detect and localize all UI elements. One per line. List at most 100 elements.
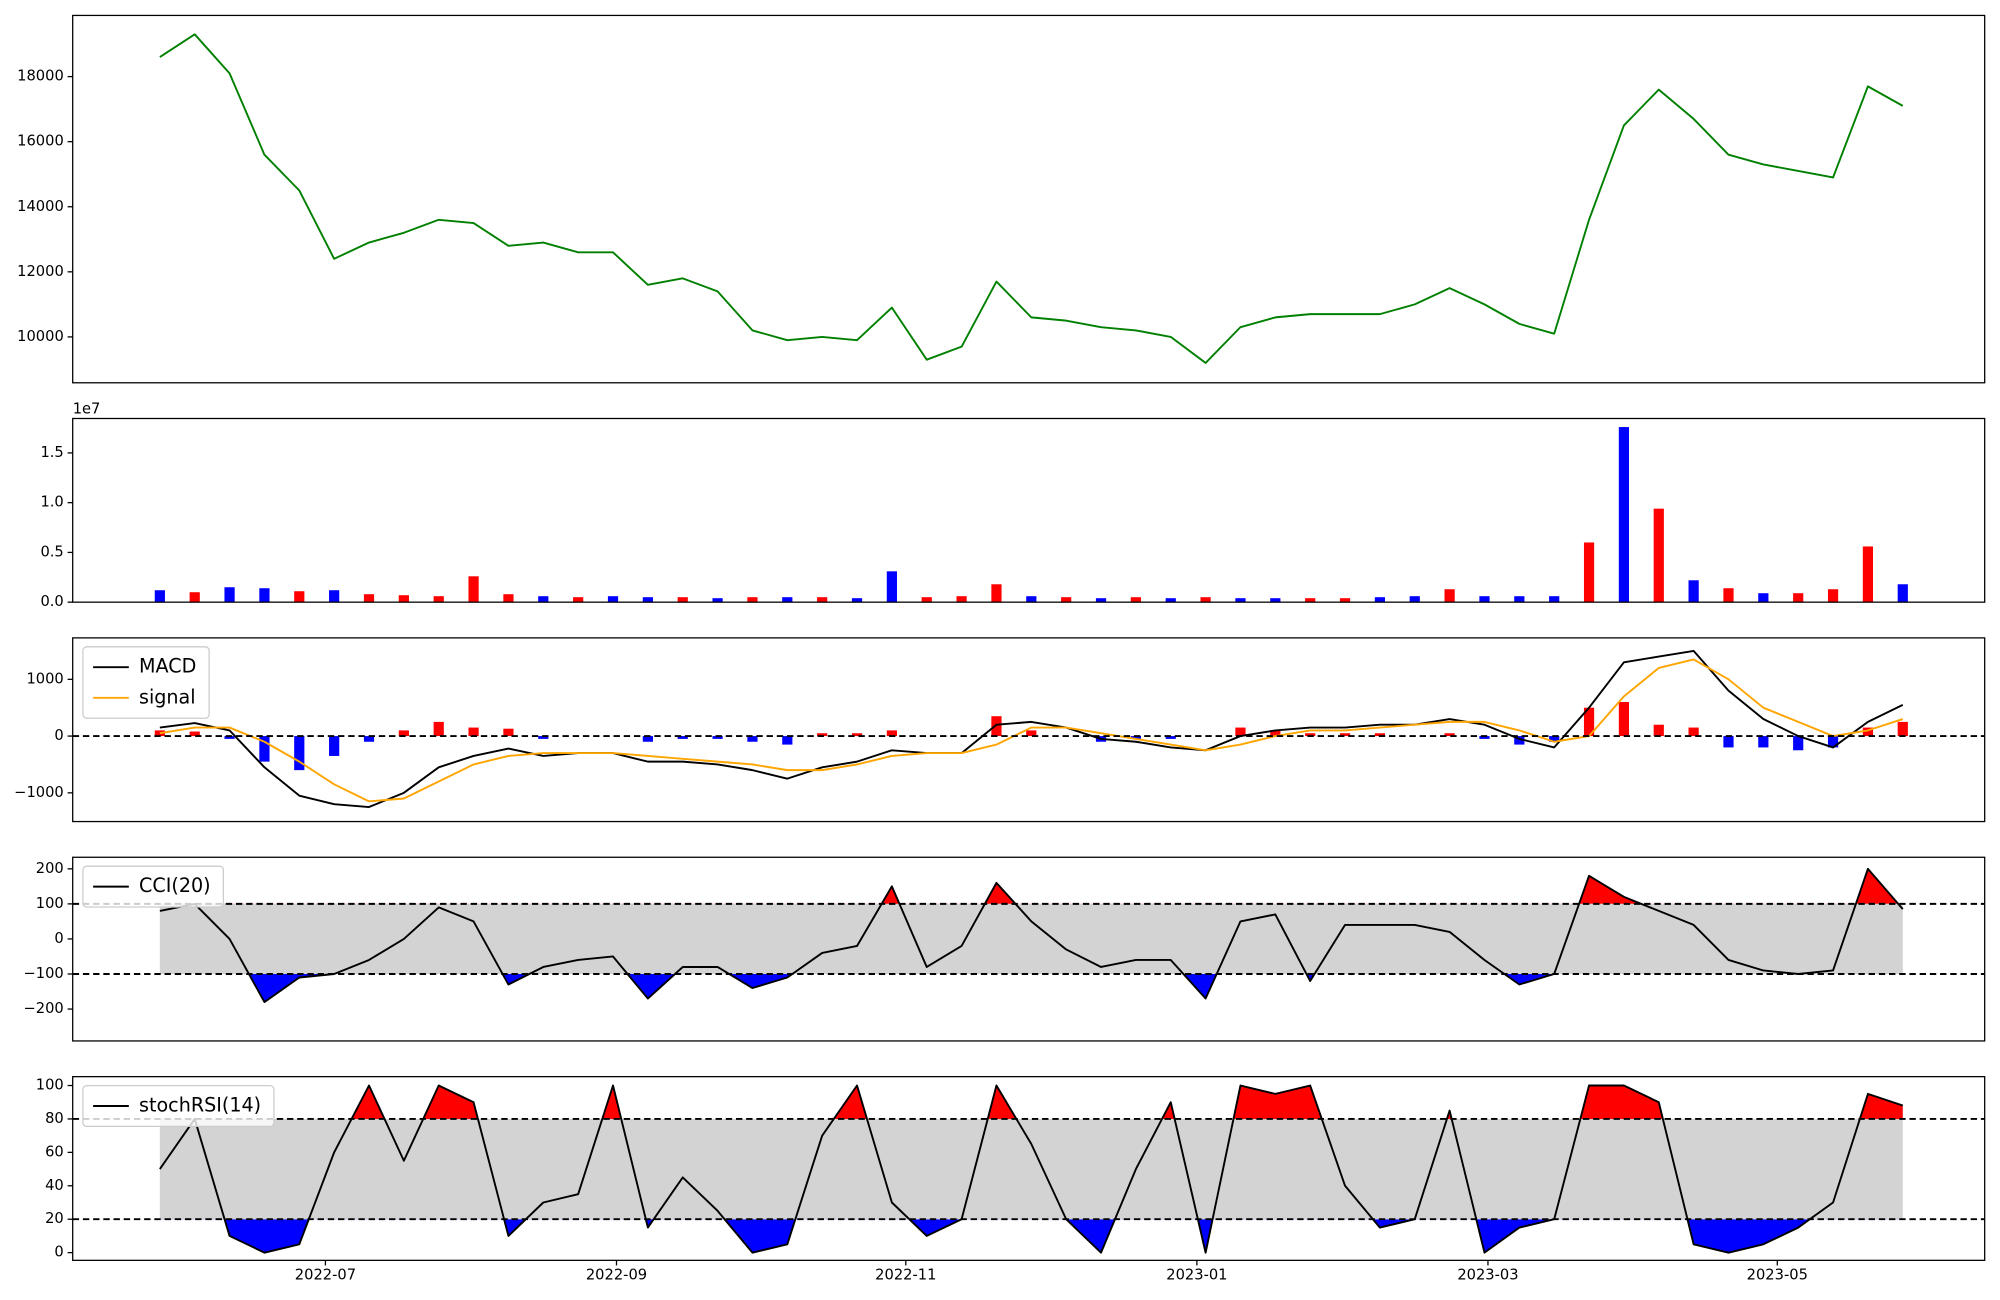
- volume-bar: [1862, 546, 1874, 603]
- histogram-bar: [1758, 736, 1769, 748]
- histogram-bar: [1130, 736, 1141, 739]
- histogram-bar: [991, 716, 1002, 737]
- volume-bar: [538, 596, 549, 603]
- volume-bar: [363, 594, 375, 603]
- x-tick-label: 2022-09: [586, 1267, 647, 1284]
- neutral-band: [159, 1118, 1903, 1220]
- histogram-bar: [363, 736, 375, 742]
- volume-bar: [1549, 596, 1560, 603]
- axes-frame: [72, 1076, 1986, 1261]
- volume-bar: [259, 588, 270, 603]
- histogram-bar: [851, 733, 863, 737]
- axis-offset-text: 1e7: [73, 401, 101, 418]
- volume-bar: [1444, 589, 1455, 603]
- legend-label: MACD: [139, 655, 196, 678]
- histogram-bar: [642, 736, 653, 742]
- axes-frame: [72, 14, 1986, 384]
- oversold-fill: [224, 1219, 1810, 1253]
- volume-bar: [154, 590, 165, 603]
- volume-bar: [1793, 593, 1804, 603]
- x-tick-label: 2023-05: [1747, 1267, 1808, 1284]
- histogram-bar: [538, 736, 549, 739]
- volume-bar: [991, 584, 1002, 603]
- axes-frame: [72, 417, 1986, 603]
- histogram-bar: [1235, 727, 1246, 737]
- histogram-bar: [1339, 733, 1351, 737]
- volume-bar: [1583, 542, 1595, 603]
- legend-box: [82, 865, 225, 908]
- volume-bar: [782, 597, 793, 603]
- axes-frame: [72, 637, 1986, 823]
- volume-bar: [1688, 580, 1699, 603]
- volume-bar: [747, 597, 758, 603]
- legend-box: [82, 1084, 275, 1128]
- y-tick-label: 200: [36, 860, 64, 877]
- y-tick-label: 100: [36, 895, 64, 912]
- y-tick-label: 0: [54, 1244, 63, 1261]
- volume-bar: [1374, 597, 1386, 603]
- histogram-bar: [1444, 733, 1455, 737]
- histogram-bar: [1026, 730, 1037, 737]
- histogram-bar: [259, 736, 270, 762]
- y-tick-label: 0.0: [40, 593, 63, 610]
- histogram-bar: [189, 731, 200, 737]
- volume-bar: [642, 597, 653, 603]
- y-tick-label: 0: [54, 727, 63, 744]
- volume-bar: [1305, 598, 1316, 603]
- histogram-bar: [1583, 707, 1595, 737]
- histogram-bar: [1514, 736, 1525, 745]
- histogram-bar: [1688, 727, 1699, 737]
- volume-bar: [398, 595, 409, 603]
- legend-label: CCI(20): [139, 874, 211, 897]
- histogram-bar: [1897, 721, 1908, 737]
- histogram-bar: [1653, 724, 1664, 737]
- y-tick-label: −200: [24, 1000, 64, 1017]
- y-tick-label: 20: [45, 1210, 64, 1227]
- y-tick-label: 100: [36, 1077, 64, 1094]
- x-tick-label: 2023-01: [1166, 1267, 1227, 1284]
- histogram-bar: [1374, 733, 1386, 737]
- y-tick-label: 40: [45, 1177, 64, 1194]
- histogram-bar: [886, 730, 897, 737]
- volume-bar: [677, 597, 688, 603]
- histogram-bar: [782, 736, 793, 745]
- volume-bar: [1514, 596, 1525, 603]
- histogram-bar: [1862, 727, 1874, 737]
- volume-bar: [1095, 598, 1107, 603]
- legend-label: signal: [139, 685, 196, 708]
- volume-bar: [607, 596, 619, 603]
- volume-bar: [503, 594, 514, 603]
- series-line: [159, 33, 1904, 364]
- volume-bar: [886, 571, 897, 603]
- y-tick-label: 1.0: [40, 494, 63, 511]
- volume-bar: [1409, 596, 1420, 603]
- volume-bar: [1200, 597, 1211, 603]
- volume-bar: [1723, 588, 1734, 603]
- x-tick-label: 2022-07: [295, 1267, 356, 1284]
- volume-bar: [189, 592, 200, 603]
- series-line: [159, 649, 1904, 808]
- y-tick-label: 0: [54, 930, 63, 947]
- volume-bar: [712, 598, 723, 603]
- x-tick-label: 2022-11: [875, 1267, 936, 1284]
- volume-bar: [921, 597, 932, 603]
- volume-bar: [224, 587, 235, 603]
- volume-bar: [1235, 598, 1246, 603]
- y-tick-label: 14000: [17, 198, 64, 215]
- histogram-bar: [503, 728, 514, 737]
- y-tick-label: 18000: [17, 68, 64, 85]
- histogram-bar: [1270, 730, 1281, 737]
- histogram-bar: [712, 736, 723, 739]
- volume-bar: [433, 596, 444, 603]
- histogram-bar: [1479, 736, 1490, 739]
- histogram-bar: [817, 733, 828, 737]
- histogram-bar: [1549, 736, 1560, 742]
- volume-bar: [1479, 596, 1490, 603]
- volume-bar: [329, 590, 340, 603]
- volume-bar: [851, 598, 863, 603]
- volume-bar: [468, 576, 479, 603]
- series-line: [159, 867, 1904, 1003]
